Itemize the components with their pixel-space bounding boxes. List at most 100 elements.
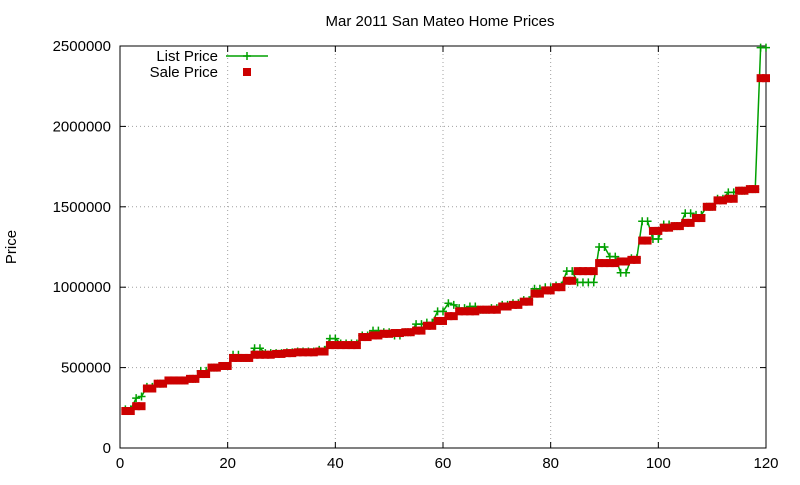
sale-price-point [272, 349, 281, 358]
sale-price-point [622, 257, 631, 266]
x-tick-label: 0 [116, 455, 124, 472]
sale-price-point [627, 255, 636, 264]
sale-price-point [255, 350, 264, 359]
sale-price-point [692, 214, 701, 223]
legend-label-list-price: List Price [156, 48, 218, 65]
sale-price-point [525, 297, 534, 306]
sale-price-point [605, 259, 614, 268]
sale-price-point [277, 349, 286, 358]
legend-marker-list-price [243, 52, 251, 60]
sale-price-point [546, 286, 555, 295]
sale-price-point [212, 363, 221, 372]
sale-price-point [600, 259, 609, 268]
list-price-point [643, 217, 652, 226]
sale-price-point [638, 236, 647, 245]
list-price-point [439, 307, 447, 316]
sale-price-point [191, 374, 200, 383]
sale-price-point [471, 307, 480, 316]
sale-price-point [670, 222, 679, 231]
sale-price-point [718, 196, 727, 205]
sale-price-point [406, 328, 415, 337]
sale-price-point [239, 353, 248, 362]
sale-price-point [320, 347, 329, 356]
sale-price-point [352, 341, 361, 350]
sale-price-point [654, 226, 663, 235]
sale-price-point [541, 286, 550, 295]
sale-price-point [686, 218, 695, 227]
sale-price-point [735, 186, 744, 195]
sale-price-point [250, 350, 259, 359]
sale-price-point [169, 376, 178, 385]
sale-price-point [702, 202, 711, 211]
sale-price-point [385, 329, 394, 338]
sale-price-point [697, 214, 706, 223]
sale-price-point [331, 341, 340, 350]
sale-price-point [369, 331, 378, 340]
sale-price-point [417, 326, 426, 335]
sale-price-point [643, 236, 652, 245]
legend: List Price Sale Price [150, 48, 268, 81]
sale-price-point [557, 283, 566, 292]
sale-price-point [503, 302, 512, 311]
list-price-point [654, 234, 663, 243]
sale-price-point [439, 316, 447, 325]
sale-price-point [229, 353, 238, 362]
sale-price-point [374, 331, 383, 340]
list-price-point [132, 394, 141, 403]
sale-price-point [745, 185, 754, 194]
sale-price-point [487, 305, 496, 314]
sale-price-point [519, 297, 528, 306]
legend-label-sale-price: Sale Price [150, 64, 218, 81]
sale-price-point [740, 186, 749, 195]
sale-price-point [223, 361, 232, 370]
y-tick-label: 0 [103, 440, 111, 457]
sale-price-point [325, 341, 334, 350]
sale-price-point [616, 257, 625, 266]
sale-price-point [659, 223, 668, 232]
sale-price-point [665, 223, 674, 232]
sale-price-point [121, 407, 130, 416]
sale-price-point [196, 370, 205, 379]
sale-price-point [455, 307, 464, 316]
sale-price-point [708, 202, 717, 211]
y-axis-label: Price [3, 230, 20, 264]
sale-price-point [218, 361, 227, 370]
x-tick-label: 120 [753, 455, 778, 472]
sale-price-point [132, 402, 141, 411]
sale-price-point [762, 74, 770, 83]
sale-price-point [363, 333, 372, 342]
sale-price-point [433, 316, 442, 325]
sale-price-point [137, 402, 146, 411]
sale-price-point [498, 302, 507, 311]
sale-price-point [444, 312, 453, 321]
y-tick-label: 1000000 [53, 279, 111, 296]
sale-price-point [724, 194, 733, 203]
x-tick-label: 80 [542, 455, 559, 472]
y-tick-label: 2500000 [53, 38, 111, 55]
sale-price-point [465, 307, 474, 316]
sale-price-point [159, 379, 168, 388]
y-tick-label: 1500000 [53, 199, 111, 216]
sale-price-point [309, 348, 318, 357]
sale-price-point [412, 326, 421, 335]
sale-price-point [552, 283, 561, 292]
sale-price-point [261, 350, 270, 359]
sale-price-point [299, 348, 308, 357]
sale-price-point [568, 276, 577, 285]
sale-price-point [751, 185, 760, 194]
sale-price-point [180, 376, 189, 385]
sale-price-point [589, 267, 598, 276]
y-tick-label: 500000 [61, 360, 111, 377]
sale-price-point [476, 305, 485, 314]
sale-price-point [347, 341, 356, 350]
list-price-point [622, 268, 631, 277]
list-price-point [686, 209, 695, 218]
sale-price-point [422, 321, 431, 330]
sale-price-point [245, 353, 254, 362]
sale-price-point [713, 196, 722, 205]
sale-price-point [142, 384, 151, 393]
sale-price-point [207, 363, 216, 372]
list-price-point [137, 392, 146, 401]
